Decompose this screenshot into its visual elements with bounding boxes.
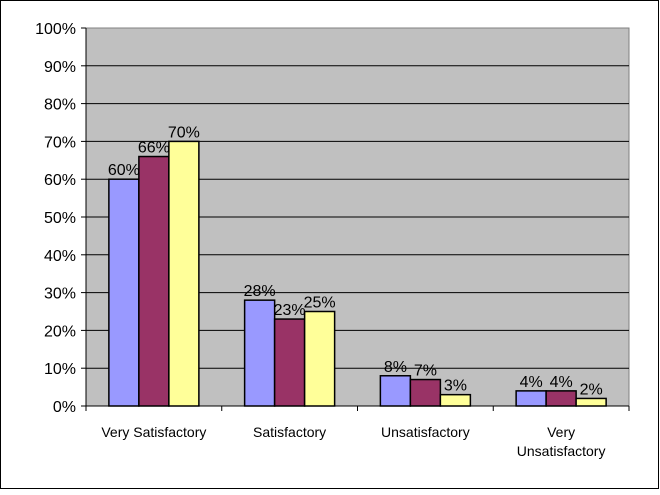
data-label: 2%: [580, 381, 603, 398]
bar: [303, 310, 336, 407]
bars: [108, 140, 607, 407]
data-label: 28%: [244, 283, 276, 300]
y-tick-label: 80%: [44, 97, 76, 114]
data-label: 7%: [414, 363, 437, 380]
y-tick-label: 100%: [35, 21, 76, 38]
data-label: 4%: [520, 374, 543, 391]
data-label: 8%: [384, 359, 407, 376]
bar: [243, 299, 276, 407]
category-label-line: Unsatisfactory: [517, 443, 606, 459]
bar: [409, 378, 442, 407]
bar: [515, 390, 547, 407]
y-tick-label: 30%: [44, 286, 76, 303]
y-tick-label: 60%: [44, 172, 76, 189]
data-label: 3%: [444, 378, 467, 395]
y-tick-label: 40%: [44, 248, 76, 265]
bar: [168, 140, 200, 407]
category-label-line: Very Satisfactory: [101, 424, 206, 440]
category-label-line: Very: [547, 424, 575, 440]
category-label: Very Satisfactory: [101, 424, 206, 440]
category-label: Satisfactory: [253, 424, 326, 440]
category-label: Unsatisfactory: [381, 424, 470, 440]
labels: 0%10%20%30%40%50%60%70%80%90%100%60%66%7…: [35, 21, 605, 459]
data-label: 23%: [274, 302, 306, 319]
y-tick-label: 70%: [44, 134, 76, 151]
data-label: 70%: [168, 124, 200, 141]
data-label: 60%: [108, 162, 140, 179]
bar: [138, 155, 170, 407]
bar: [273, 318, 306, 407]
category-label: Very Unsatisfactory: [517, 424, 606, 459]
bar: [379, 375, 412, 407]
category-label-line: Satisfactory: [253, 424, 326, 440]
y-tick-label: 10%: [44, 361, 76, 378]
data-label: 66%: [138, 140, 170, 157]
bar: [545, 390, 577, 407]
y-tick-label: 0%: [53, 399, 76, 416]
bar: [108, 178, 140, 407]
bar: [439, 393, 472, 407]
data-label: 4%: [550, 374, 573, 391]
category-label-line: Unsatisfactory: [381, 424, 470, 440]
y-tick-label: 90%: [44, 59, 76, 76]
y-tick-label: 20%: [44, 323, 76, 340]
y-tick-label: 50%: [44, 210, 76, 227]
axes: [81, 27, 630, 411]
bar: [575, 397, 607, 407]
data-label: 25%: [304, 295, 336, 312]
